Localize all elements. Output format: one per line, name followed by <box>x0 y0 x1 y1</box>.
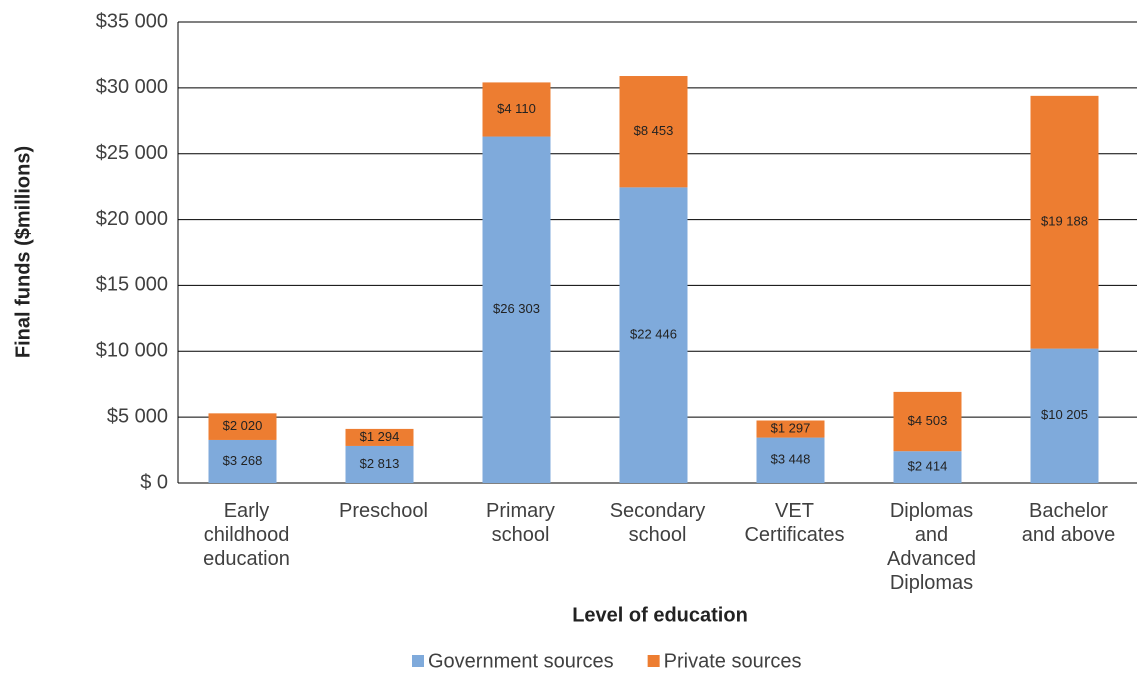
data-label: $4 503 <box>908 413 948 428</box>
x-tick-label-line: school <box>492 524 550 546</box>
bar-segment <box>756 437 825 483</box>
data-label: $2 414 <box>908 459 948 474</box>
bar-segment <box>345 445 414 483</box>
y-tick-label: $25 000 <box>96 142 168 164</box>
data-label: $26 303 <box>493 301 540 316</box>
x-axis-title: Level of education <box>572 604 748 626</box>
bar-segment <box>893 391 962 452</box>
data-label: $3 268 <box>223 453 263 468</box>
data-label: $2 020 <box>223 418 263 433</box>
x-tick-label: Primary school <box>486 500 555 546</box>
x-tick-label: VET Certificates <box>744 500 844 546</box>
x-tick-label-line: Certificates <box>744 524 844 546</box>
data-label: $8 453 <box>634 123 674 138</box>
x-tick-label-line: Bachelor <box>1029 500 1108 522</box>
y-tick-label: $ 0 <box>140 471 168 493</box>
y-axis-title: Final funds ($millions) <box>12 146 34 358</box>
legend-marker <box>412 655 424 667</box>
x-tick-label-line: Diplomas <box>890 500 973 522</box>
data-label: $4 110 <box>497 101 536 116</box>
x-tick-label-line: Secondary <box>610 500 706 522</box>
legend-label: Government sources <box>428 650 614 672</box>
x-tick-label-line: school <box>629 524 687 546</box>
data-label: $10 205 <box>1041 407 1088 422</box>
legend-label: Private sources <box>664 650 802 672</box>
x-tick-label-line: Advanced <box>887 548 976 570</box>
x-tick-label: Bachelor and above <box>1022 500 1115 546</box>
y-tick-label: $10 000 <box>96 340 168 362</box>
x-tick-label-line: education <box>203 548 290 570</box>
bar-segment <box>208 439 277 483</box>
x-tick-label-line: and above <box>1022 524 1115 546</box>
legend-marker <box>647 655 660 667</box>
x-tick-label: Preschool <box>339 500 428 522</box>
bar-segment <box>756 420 825 438</box>
bar-segment <box>1030 95 1099 349</box>
x-tick-label-line: Preschool <box>339 500 428 522</box>
bar-segment <box>619 76 688 188</box>
y-tick-label: $35 000 <box>96 10 168 32</box>
data-label: $1 294 <box>360 429 400 444</box>
y-tick-label: $5 000 <box>107 405 168 427</box>
bar-segment <box>345 428 414 446</box>
bar-segment <box>619 187 688 483</box>
x-tick-label-line: Primary <box>486 500 555 522</box>
x-tick-label-line: Diplomas <box>890 572 973 594</box>
x-tick-label: Diplomas and Advanced Diplomas <box>887 500 976 594</box>
y-tick-label: $30 000 <box>96 76 168 98</box>
bar-segment <box>482 82 551 137</box>
data-label: $19 188 <box>1041 214 1088 229</box>
bar-segment <box>208 413 277 440</box>
x-tick-label-line: childhood <box>204 524 290 546</box>
x-tick-label-line: and <box>915 524 948 546</box>
x-tick-label: Early childhood education <box>203 500 290 570</box>
data-label: $22 446 <box>630 327 677 342</box>
x-tick-label: Secondary school <box>610 500 706 546</box>
y-tick-label: $15 000 <box>96 274 168 296</box>
bar-segment <box>893 451 962 483</box>
x-tick-label-line: VET <box>775 500 814 522</box>
data-label: $1 297 <box>771 420 811 435</box>
bar-segment <box>482 136 551 483</box>
bar-segment <box>1030 348 1099 483</box>
data-label: $2 813 <box>360 456 400 471</box>
x-tick-label-line: Early <box>224 500 270 522</box>
data-label: $3 448 <box>771 452 811 467</box>
y-tick-label: $20 000 <box>96 208 168 230</box>
